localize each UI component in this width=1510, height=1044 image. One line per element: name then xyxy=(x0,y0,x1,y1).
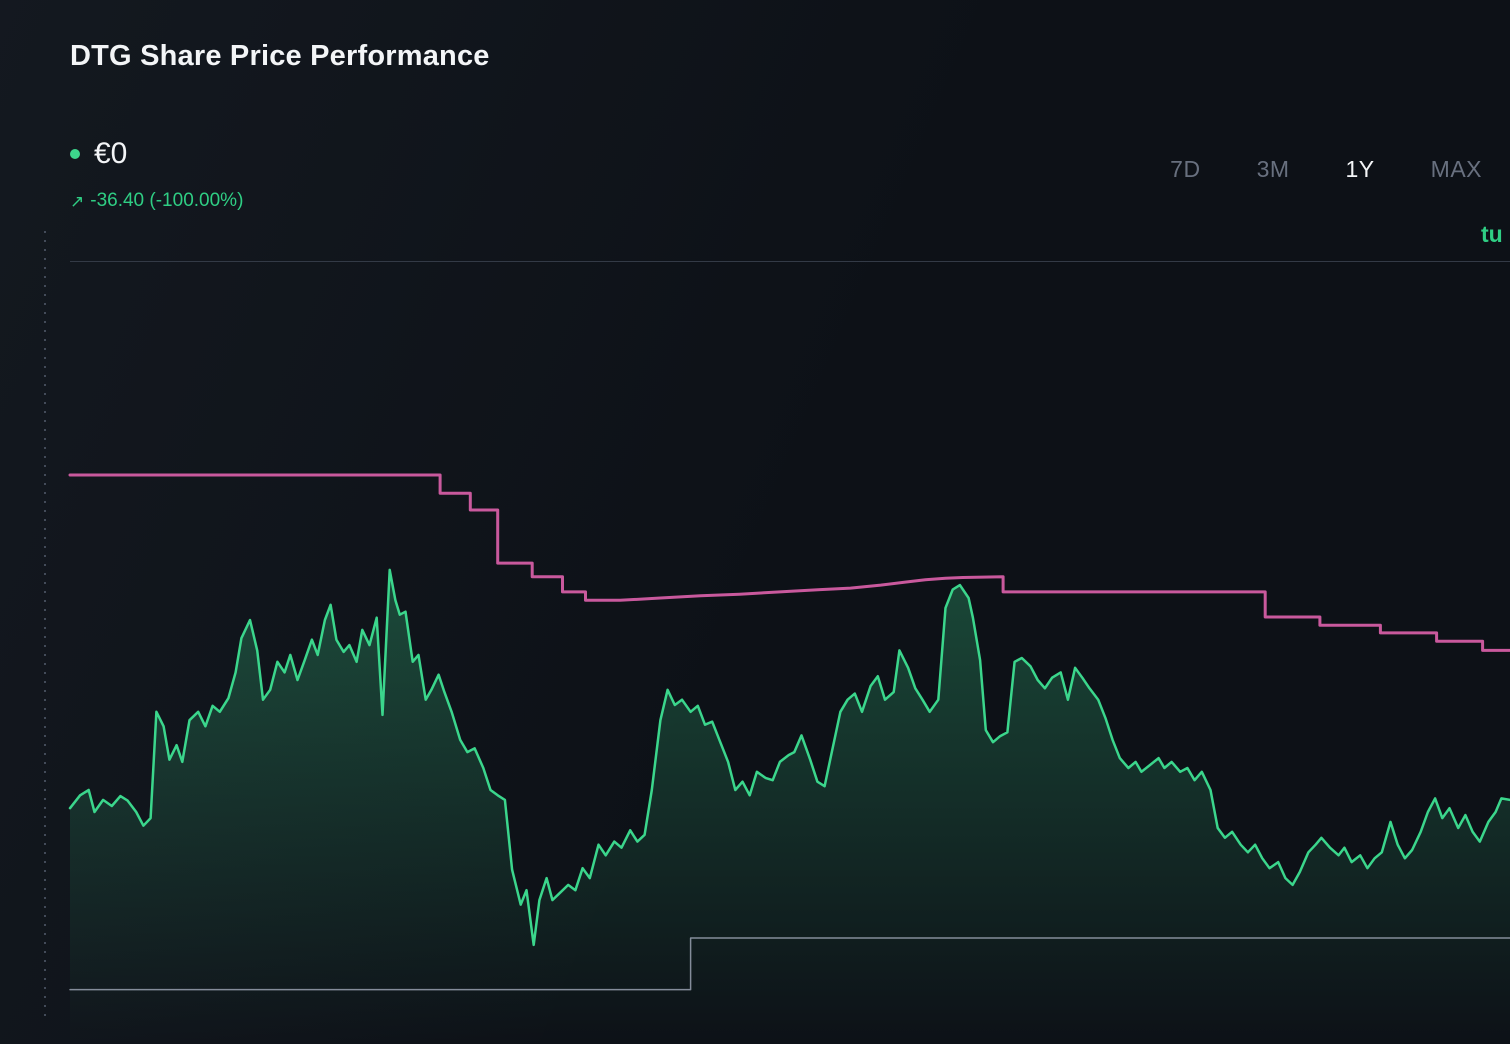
page-title: DTG Share Price Performance xyxy=(70,40,490,72)
series-dot-icon xyxy=(70,149,80,159)
range-button-max[interactable]: MAX xyxy=(1430,156,1482,182)
range-button-3m[interactable]: 3M xyxy=(1256,156,1290,182)
range-button-7d[interactable]: 7D xyxy=(1170,156,1201,182)
range-button-1y[interactable]: 1Y xyxy=(1345,156,1375,182)
range-selector: 7D 3M 1Y MAX xyxy=(1170,156,1482,183)
current-price: €0 xyxy=(94,137,128,170)
price-change-value: -36.40 (-100.00%) xyxy=(90,190,244,211)
dotted-axis-line-icon xyxy=(44,231,46,1023)
price-change: ↗ -36.40 (-100.00%) xyxy=(70,190,243,212)
trend-arrow-icon: ↗ xyxy=(70,191,85,211)
clipped-edge-label: tu xyxy=(1481,221,1503,247)
price-legend: €0 xyxy=(70,137,127,171)
